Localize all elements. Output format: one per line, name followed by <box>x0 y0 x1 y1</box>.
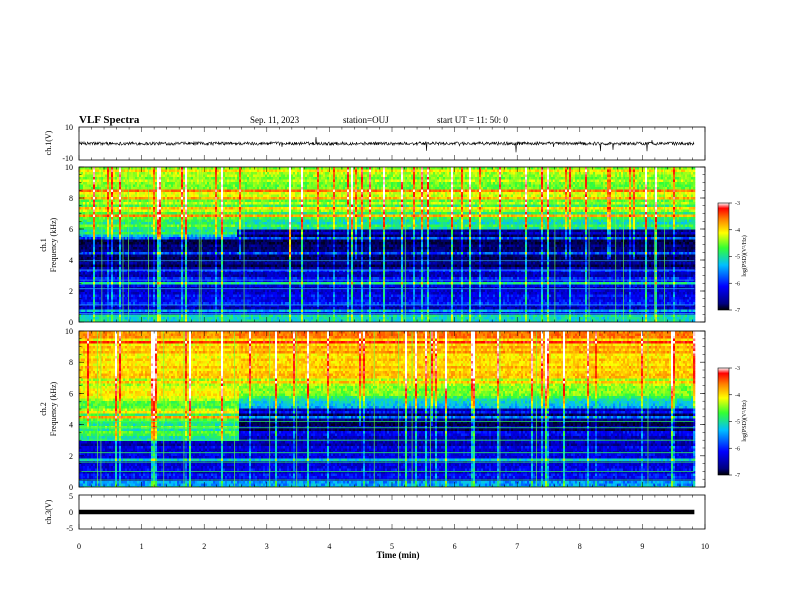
header-start-time: start UT = 11: 50: 0 <box>437 115 508 125</box>
ytick-label: 2 <box>69 452 73 461</box>
xtick-label: 3 <box>265 542 269 551</box>
xtick-label: 5 <box>390 542 394 551</box>
header-date: Sep. 11, 2023 <box>250 115 300 125</box>
ytick-label: -10 <box>62 154 73 163</box>
colorbar-tick-label: -3 <box>735 201 740 207</box>
spectrogram-ch2-panel: 0 2 4 6 8 10 ch.2 Frequency (kHz) <box>39 327 706 492</box>
ytick-label: 6 <box>69 225 73 234</box>
colorbar-tick-label: -6 <box>735 281 740 287</box>
ytick-label: 6 <box>69 389 73 398</box>
colorbar-ch2: -3 -4 -5 -6 -7 log(PSD)(V²/Hz) <box>717 366 748 479</box>
ytick-label: 10 <box>65 123 73 132</box>
x-axis-tick-labels: 0 1 2 3 4 5 6 7 8 9 10 <box>77 542 709 551</box>
colorbar-tick-label: -7 <box>735 308 740 314</box>
xtick-label: 6 <box>453 542 457 551</box>
x-axis-label: Time (min) <box>376 550 419 560</box>
colorbar-tick-label: -7 <box>735 473 740 479</box>
ylabel-ch2-frequency: Frequency (kHz) <box>49 381 58 436</box>
ylabel-ch3-waveform: ch.3(V) <box>44 499 53 524</box>
colorbar-ch1-label: log(PSD)(V²/Hz) <box>741 235 748 276</box>
waveform-ch1-trace <box>79 136 695 153</box>
ytick-label: 0 <box>69 508 73 517</box>
ylabel-ch2-title: ch.2 <box>39 402 48 416</box>
xtick-label: 8 <box>578 542 582 551</box>
xtick-label: 4 <box>327 542 331 551</box>
xtick-label: 7 <box>515 542 519 551</box>
ytick-label: 4 <box>69 421 73 430</box>
spectrogram-ch1-image <box>79 167 696 322</box>
figure-title: VLF Spectra <box>79 114 140 126</box>
ylabel-ch1-title: ch.1 <box>39 238 48 252</box>
spectrogram-ch1-panel: 0 2 4 6 8 10 ch.1 Frequency (kHz) <box>39 163 706 327</box>
spectrogram-ch2-image <box>79 331 696 487</box>
ytick-label: 8 <box>69 194 73 203</box>
colorbar-tick-label: -5 <box>735 420 740 426</box>
colorbar-tick-label: -4 <box>735 393 740 399</box>
ytick-label: 2 <box>69 287 73 296</box>
ylabel-ch1-waveform: ch.1(V) <box>44 130 53 155</box>
x-axis-ticks <box>78 127 706 529</box>
xtick-label: 0 <box>77 542 81 551</box>
colorbar-tick-label: -3 <box>735 366 740 372</box>
colorbar-tick-label: -6 <box>735 446 740 452</box>
xtick-label: 2 <box>202 542 206 551</box>
ylabel-ch1-frequency: Frequency (kHz) <box>49 217 58 272</box>
xtick-label: 10 <box>701 542 709 551</box>
ytick-label: -5 <box>66 524 73 533</box>
ytick-label: 8 <box>69 358 73 367</box>
ytick-label: 10 <box>65 163 73 172</box>
colorbar-tick-label: -5 <box>735 255 740 261</box>
colorbar-ch2-label: log(PSD)(V²/Hz) <box>741 400 748 441</box>
waveform-ch1-panel: 10 -10 ch.1(V) <box>44 123 706 163</box>
waveform-ch3-panel: 5 0 -5 ch.3(V) <box>44 492 706 533</box>
ytick-label: 0 <box>69 318 73 327</box>
xtick-label: 9 <box>640 542 644 551</box>
ytick-label: 10 <box>65 327 73 336</box>
ytick-label: 5 <box>69 492 73 501</box>
ytick-label: 4 <box>69 256 73 265</box>
xtick-label: 1 <box>140 542 144 551</box>
colorbar-tick-label: -4 <box>735 228 740 234</box>
colorbar-ch1: -3 -4 -5 -6 -7 log(PSD)(V²/Hz) <box>717 201 748 314</box>
ytick-label: 0 <box>69 483 73 492</box>
header-station: station=OUJ <box>343 115 389 125</box>
